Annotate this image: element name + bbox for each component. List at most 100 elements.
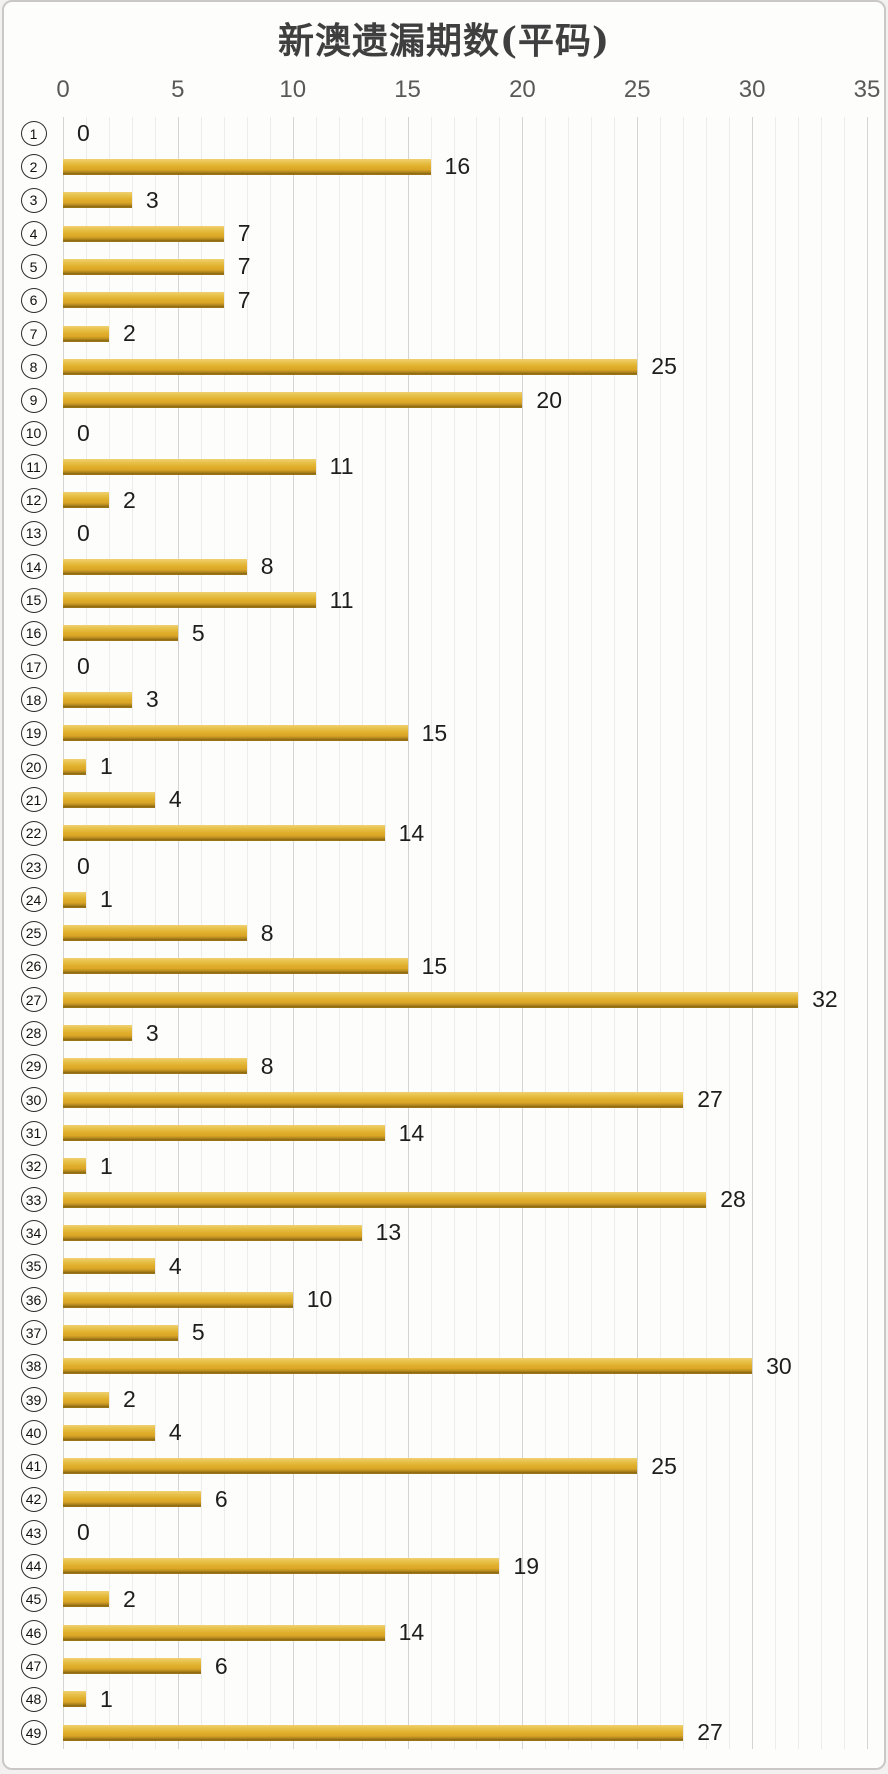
- category-label: 10: [4, 420, 63, 446]
- bar: [63, 492, 109, 509]
- category-label: 4: [4, 221, 63, 247]
- circled-number-label: 28: [20, 1020, 47, 1046]
- bar-row: 24 1: [4, 883, 884, 916]
- circled-number-label: 10: [20, 420, 47, 446]
- bar-row: 38 30: [4, 1350, 884, 1383]
- category-label: 46: [4, 1620, 63, 1646]
- category-label: 45: [4, 1586, 63, 1612]
- gridline-minor: [821, 117, 823, 1749]
- circled-number-label: 36: [20, 1287, 47, 1313]
- bar: [63, 1158, 86, 1175]
- circled-number-label: 23: [20, 854, 47, 880]
- value-label: 3: [145, 186, 159, 213]
- bar: [63, 1424, 155, 1441]
- circled-number-label: 37: [20, 1320, 47, 1346]
- bar-row: 45 2: [4, 1583, 884, 1616]
- circled-number-label: 12: [20, 487, 47, 513]
- category-label: 36: [4, 1287, 63, 1313]
- bar: [63, 1624, 385, 1641]
- bar: [63, 292, 224, 309]
- gridline-minor: [775, 117, 777, 1749]
- category-label: 47: [4, 1653, 63, 1679]
- circled-number-label: 9: [20, 387, 47, 413]
- gridline-minor: [315, 117, 317, 1749]
- bar-row: 30 27: [4, 1083, 884, 1116]
- gridline-minor: [476, 117, 478, 1749]
- category-label: 12: [4, 487, 63, 513]
- bar-row: 25 8: [4, 917, 884, 950]
- circled-number-label: 15: [20, 587, 47, 613]
- value-label: 11: [329, 586, 354, 613]
- circled-number-label: 29: [20, 1053, 47, 1079]
- category-label: 21: [4, 787, 63, 813]
- bar-row: 11 11: [4, 450, 884, 483]
- bar-row: 22 14: [4, 817, 884, 850]
- circled-number-label: 5: [20, 254, 47, 280]
- bar-row: 27 32: [4, 983, 884, 1016]
- category-label: 8: [4, 354, 63, 380]
- bar: [63, 192, 132, 209]
- bar-row: 29 8: [4, 1050, 884, 1083]
- bar: [63, 392, 523, 409]
- category-label: 24: [4, 887, 63, 913]
- bar-row: 26 15: [4, 950, 884, 983]
- value-label: 25: [651, 1452, 677, 1479]
- category-label: 30: [4, 1087, 63, 1113]
- category-label: 17: [4, 654, 63, 680]
- bar: [63, 358, 638, 375]
- value-label: 1: [99, 886, 113, 913]
- bar: [63, 1025, 132, 1042]
- bar: [63, 558, 247, 575]
- value-label: 15: [421, 952, 448, 979]
- value-label: 4: [168, 1252, 182, 1279]
- category-label: 16: [4, 620, 63, 646]
- gridline-major: [867, 117, 868, 1749]
- bar: [63, 625, 178, 642]
- gridline-minor: [844, 117, 846, 1749]
- category-label: 6: [4, 287, 63, 313]
- bar: [63, 1458, 638, 1475]
- circled-number-label: 33: [20, 1187, 47, 1213]
- bar-row: 17 0: [4, 650, 884, 683]
- category-label: 20: [4, 754, 63, 780]
- bar: [63, 1724, 684, 1741]
- value-label: 0: [77, 419, 90, 446]
- bar-row: 28 3: [4, 1016, 884, 1049]
- value-label: 1: [99, 753, 113, 780]
- bar: [63, 725, 408, 742]
- value-label: 1: [99, 1685, 113, 1712]
- x-axis-tick-label: 25: [623, 76, 651, 103]
- category-label: 37: [4, 1320, 63, 1346]
- bar-row: 42 6: [4, 1483, 884, 1516]
- bar-row: 10 0: [4, 417, 884, 450]
- gridline-major: [522, 117, 524, 1749]
- gridline-minor: [246, 117, 248, 1749]
- category-label: 25: [4, 920, 63, 946]
- gridline-major: [752, 117, 754, 1749]
- bar: [63, 258, 224, 275]
- circled-number-label: 18: [20, 687, 47, 713]
- category-label: 49: [4, 1720, 63, 1746]
- circled-number-label: 42: [20, 1486, 47, 1512]
- bar-row: 39 2: [4, 1383, 884, 1416]
- circled-number-label: 34: [20, 1220, 47, 1246]
- bar-row: 21 4: [4, 783, 884, 816]
- gridline-minor: [591, 117, 593, 1749]
- bar-row: 46 14: [4, 1616, 884, 1649]
- circled-number-label: 19: [20, 720, 47, 746]
- x-axis-tick-label: 20: [509, 76, 536, 103]
- circled-number-label: 44: [20, 1553, 47, 1579]
- category-label: 41: [4, 1453, 63, 1479]
- x-axis-tick-label: 10: [279, 76, 307, 103]
- bar-row: 41 25: [4, 1450, 884, 1483]
- gridline-minor: [683, 117, 685, 1749]
- bar: [63, 158, 431, 175]
- gridline-minor: [545, 117, 547, 1749]
- category-label: 3: [4, 187, 63, 213]
- value-label: 5: [191, 1319, 205, 1346]
- gridline-minor: [568, 117, 570, 1749]
- value-label: 16: [444, 153, 471, 180]
- category-label: 31: [4, 1120, 63, 1146]
- bar: [63, 1391, 109, 1408]
